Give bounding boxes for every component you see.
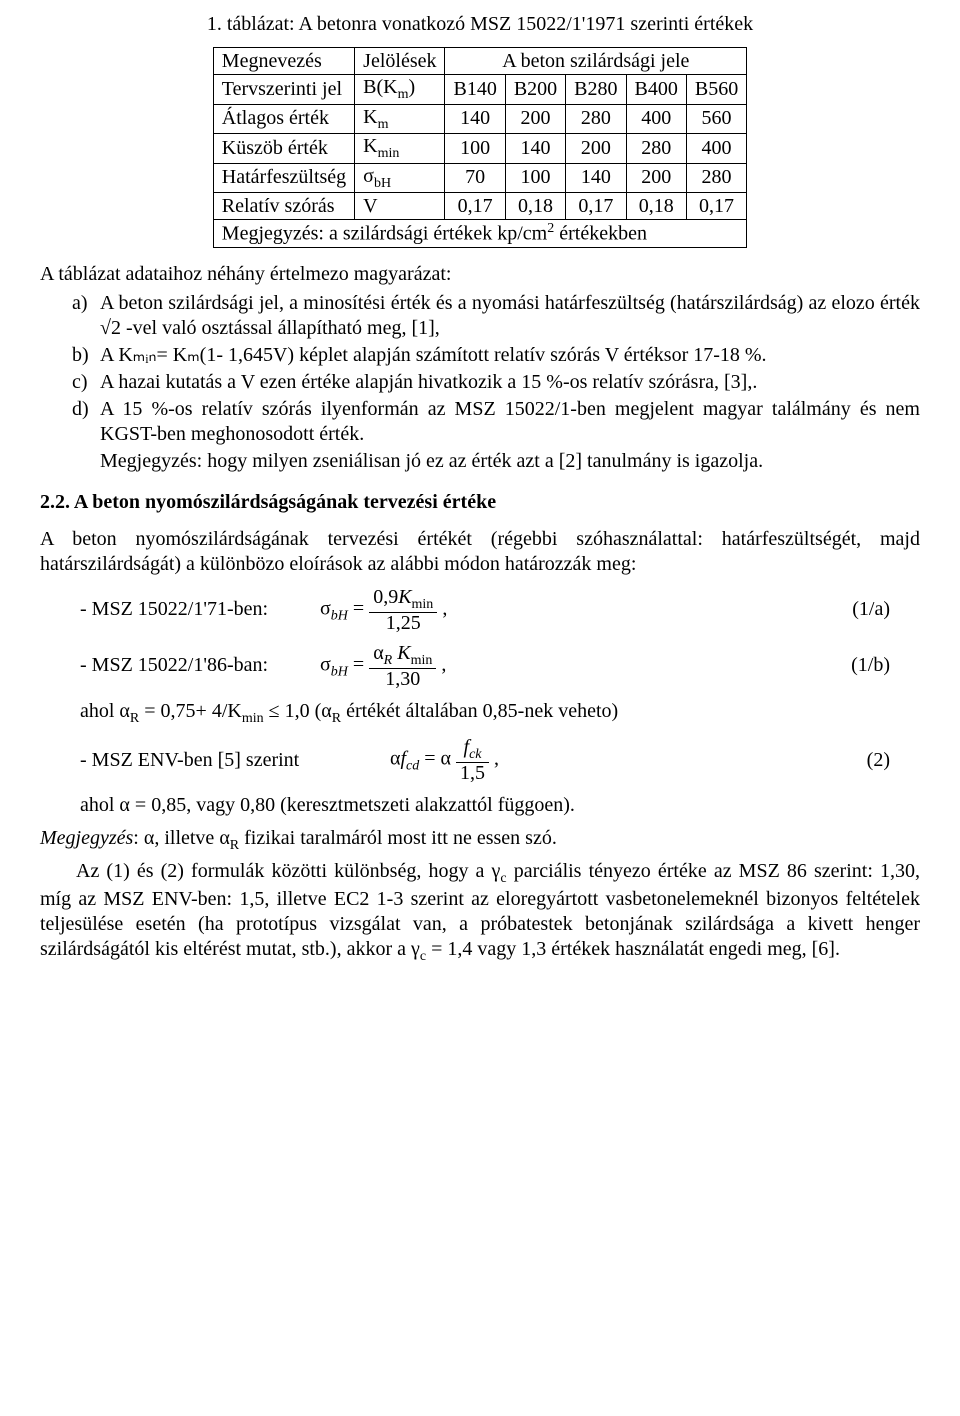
row-sym: B(Km) [355, 75, 445, 105]
list-item-a: a)A beton szilárdsági jel, a minosítési … [100, 291, 920, 341]
list-item-d-note: Megjegyzés: hogy milyen zseniálisan jó e… [100, 449, 920, 474]
cell: 70 [445, 163, 505, 193]
eq-lead: - MSZ ENV-ben [5] szerint [40, 748, 390, 773]
table-row: Relatív szórás V 0,17 0,18 0,17 0,18 0,1… [213, 193, 746, 220]
cell: 200 [505, 104, 565, 134]
intro-line: A táblázat adataihoz néhány értelmezo ma… [40, 262, 920, 287]
cell: 400 [626, 104, 686, 134]
table-caption: 1. táblázat: A betonra vonatkozó MSZ 150… [40, 12, 920, 37]
row-name: Relatív szórás [213, 193, 354, 220]
cell: 0,17 [566, 193, 626, 220]
eq-den: 1,25 [369, 612, 437, 633]
list-item-b: b)A Kₘᵢₙ= Kₘ(1- 1,645V) képlet alapján s… [100, 343, 920, 368]
cell: B280 [566, 75, 626, 105]
cell: B560 [686, 75, 746, 105]
cell: 0,17 [686, 193, 746, 220]
table-row: Küszöb érték Kmin 100 140 200 280 400 [213, 134, 746, 164]
table-row: Határfeszültség σbH 70 100 140 200 280 [213, 163, 746, 193]
cell: B400 [626, 75, 686, 105]
table-note: Megjegyzés: a szilárdsági értékek kp/cm2… [213, 220, 746, 248]
eq-den: 1,5 [456, 762, 489, 783]
cell: 200 [566, 134, 626, 164]
cell: 100 [505, 163, 565, 193]
list-item-text: A Kₘᵢₙ= Kₘ(1- 1,645V) képlet alapján szá… [100, 344, 767, 366]
cell: 140 [566, 163, 626, 193]
cell: 400 [686, 134, 746, 164]
equation-2: - MSZ ENV-ben [5] szerint αfcd = α fck 1… [40, 737, 920, 783]
eq-lead: - MSZ 15022/1'71-ben: [40, 597, 320, 622]
row-name: Tervszerinti jel [213, 75, 354, 105]
design-value-intro: A beton nyomószilárdságának tervezési ér… [40, 527, 920, 577]
cell: 0,18 [505, 193, 565, 220]
list-item-d: d)A 15 %-os relatív szórás ilyenformán a… [100, 397, 920, 447]
col-jelolesek: Jelölések [355, 48, 445, 75]
cell: 280 [626, 134, 686, 164]
explanation-list: a)A beton szilárdsági jel, a minosítési … [100, 291, 920, 474]
cell: 560 [686, 104, 746, 134]
equation-1a: - MSZ 15022/1'71-ben: σbH = 0,9Kmin 1,25… [40, 587, 920, 633]
col-megnevezes: Megnevezés [213, 48, 354, 75]
eq-den: 1,30 [369, 668, 436, 689]
data-table: Megnevezés Jelölések A beton szilárdsági… [213, 47, 747, 248]
list-item-c: c)A hazai kutatás a V ezen értéke alapjá… [100, 370, 920, 395]
row-sym: V [355, 193, 445, 220]
row-name: Határfeszültség [213, 163, 354, 193]
eq-math: σbH = αR Kmin 1,30 , [320, 643, 640, 689]
table-header-row: Megnevezés Jelölések A beton szilárdsági… [213, 48, 746, 75]
cell: 280 [566, 104, 626, 134]
section-heading: 2.2. A beton nyomószilárdságságának terv… [40, 490, 920, 515]
cell: 280 [686, 163, 746, 193]
eq-math: αfcd = α fck 1,5 , [390, 737, 710, 783]
eq-tag: (1/b) [851, 653, 920, 678]
col-beton-jele: A beton szilárdsági jele [445, 48, 747, 75]
cell: B140 [445, 75, 505, 105]
alpha-r-note: ahol αR = 0,75+ 4/Kmin ≤ 1,0 (αR értékét… [80, 699, 920, 728]
eq-lead: - MSZ 15022/1'86-ban: [40, 653, 320, 678]
table-row: Tervszerinti jel B(Km) B140 B200 B280 B4… [213, 75, 746, 105]
alpha-note: ahol α = 0,85, vagy 0,80 (keresztmetszet… [80, 793, 920, 818]
remark-alpha: Megjegyzés: α, illetve αR fizikai taralm… [40, 826, 920, 855]
row-sym: Km [355, 104, 445, 134]
table-row: Átlagos érték Km 140 200 280 400 560 [213, 104, 746, 134]
table-note-row: Megjegyzés: a szilárdsági értékek kp/cm2… [213, 220, 746, 248]
page: 1. táblázat: A betonra vonatkozó MSZ 150… [0, 0, 960, 1010]
row-sym: σbH [355, 163, 445, 193]
list-item-text: A beton szilárdsági jel, a minosítési ér… [100, 292, 920, 339]
eq-tag: (1/a) [852, 597, 920, 622]
closing-paragraph: Az (1) és (2) formulák közötti különbség… [40, 859, 920, 966]
row-name: Átlagos érték [213, 104, 354, 134]
eq-math: σbH = 0,9Kmin 1,25 , [320, 587, 640, 633]
cell: 140 [505, 134, 565, 164]
eq-tag: (2) [867, 748, 920, 773]
row-sym: Kmin [355, 134, 445, 164]
cell: B200 [505, 75, 565, 105]
cell: 0,17 [445, 193, 505, 220]
cell: 200 [626, 163, 686, 193]
cell: 140 [445, 104, 505, 134]
equation-1b: - MSZ 15022/1'86-ban: σbH = αR Kmin 1,30… [40, 643, 920, 689]
row-name: Küszöb érték [213, 134, 354, 164]
cell: 0,18 [626, 193, 686, 220]
list-item-text: A 15 %-os relatív szórás ilyenformán az … [100, 398, 920, 445]
cell: 100 [445, 134, 505, 164]
list-item-text: A hazai kutatás a V ezen értéke alapján … [100, 371, 757, 393]
